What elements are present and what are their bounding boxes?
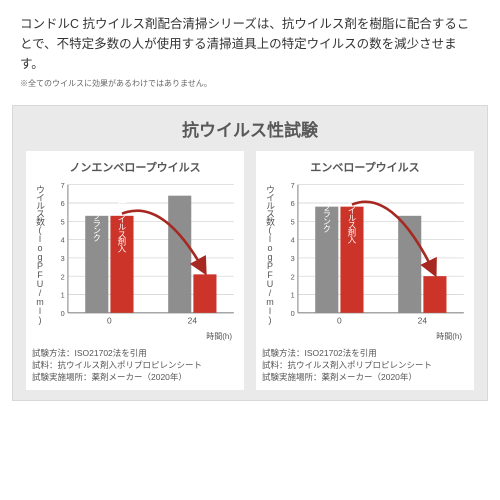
bar-label-blank: ブランク bbox=[92, 211, 102, 242]
chart-card: エンベロープウイルスウイルス数(logPFU/ml) 0 1 2 3 4 5 6 7 ブランク 抗ウ… bbox=[256, 151, 474, 390]
svg-text:5: 5 bbox=[61, 217, 65, 226]
x-tick: 24 bbox=[188, 315, 198, 325]
svg-text:1: 1 bbox=[61, 291, 65, 300]
method-notes: 試験方法：ISO21702法を引用試料：抗ウイルス剤入ポリプロピレンシート試験実… bbox=[262, 348, 468, 384]
chart-title: エンベロープウイルス bbox=[262, 159, 468, 175]
svg-text:0: 0 bbox=[61, 309, 65, 318]
charts-row: ノンエンベロープウイルスウイルス数(logPFU/ml) 0 1 2 3 4 5 6 7 ブランク… bbox=[25, 151, 475, 390]
plot-area: ウイルス数(logPFU/ml) 0 1 2 3 4 5 6 7 ブランク 抗ウイルス剤入 0 24 bbox=[32, 179, 238, 329]
x-tick: 0 bbox=[107, 315, 112, 325]
svg-text:6: 6 bbox=[291, 199, 295, 208]
svg-text:7: 7 bbox=[61, 181, 65, 190]
bar-label-blank: ブランク bbox=[322, 202, 332, 233]
svg-text:4: 4 bbox=[61, 236, 65, 245]
x-tick: 24 bbox=[418, 315, 428, 325]
svg-text:2: 2 bbox=[61, 272, 65, 281]
plot-area: ウイルス数(logPFU/ml) 0 1 2 3 4 5 6 7 ブランク 抗ウイルス剤入 0 24 bbox=[262, 179, 468, 329]
y-axis-label: ウイルス数(logPFU/ml) bbox=[262, 179, 279, 329]
method-notes: 試験方法：ISO21702法を引用試料：抗ウイルス剤入ポリプロピレンシート試験実… bbox=[32, 348, 238, 384]
svg-text:3: 3 bbox=[61, 254, 65, 263]
x-axis-label: 時間(h) bbox=[32, 331, 238, 342]
panel-title: 抗ウイルス性試験 bbox=[25, 116, 475, 141]
chart-card: ノンエンベロープウイルスウイルス数(logPFU/ml) 0 1 2 3 4 5 6 7 ブランク… bbox=[26, 151, 244, 390]
svg-text:0: 0 bbox=[291, 309, 295, 318]
bar-chart: 0 1 2 3 4 5 6 7 ブランク 抗ウイルス剤入 0 24 bbox=[49, 179, 238, 329]
bar-label-treated: 抗ウイルス剤入 bbox=[117, 200, 127, 253]
svg-text:6: 6 bbox=[61, 199, 65, 208]
x-axis-label: 時間(h) bbox=[262, 331, 468, 342]
x-tick: 0 bbox=[337, 315, 342, 325]
svg-text:2: 2 bbox=[291, 272, 295, 281]
chart-title: ノンエンベロープウイルス bbox=[32, 159, 238, 175]
bar-treated bbox=[193, 274, 216, 312]
bar-chart: 0 1 2 3 4 5 6 7 ブランク 抗ウイルス剤入 0 24 bbox=[279, 179, 468, 329]
intro-text: コンドルC 抗ウイルス剤配合清掃シリーズは、抗ウイルス剤を樹脂に配合することで、… bbox=[0, 0, 500, 78]
decrease-arrow bbox=[352, 202, 435, 274]
decrease-arrow bbox=[122, 211, 205, 273]
svg-text:4: 4 bbox=[291, 236, 295, 245]
svg-text:5: 5 bbox=[291, 217, 295, 226]
test-panel: 抗ウイルス性試験 ノンエンベロープウイルスウイルス数(logPFU/ml) 0 1 2… bbox=[12, 105, 488, 401]
svg-text:7: 7 bbox=[291, 181, 295, 190]
svg-text:1: 1 bbox=[291, 291, 295, 300]
y-axis-label: ウイルス数(logPFU/ml) bbox=[32, 179, 49, 329]
bar-label-treated: 抗ウイルス剤入 bbox=[347, 191, 357, 244]
bar-blank bbox=[168, 196, 191, 313]
intro-footnote: ※全てのウイルスに効果があるわけではありません。 bbox=[0, 78, 500, 99]
bar-treated bbox=[423, 276, 446, 313]
svg-text:3: 3 bbox=[291, 254, 295, 263]
